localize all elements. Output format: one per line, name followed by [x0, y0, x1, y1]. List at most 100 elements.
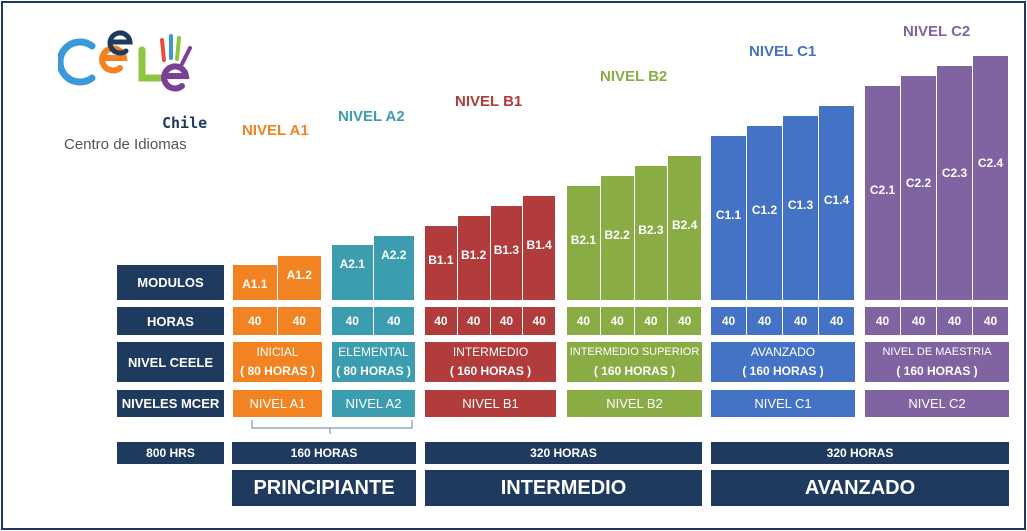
module-label: C2.2 — [905, 176, 932, 190]
nivel-ceele-hours: ( 160 HORAS ) — [742, 364, 824, 378]
module-label: A2.2 — [381, 248, 407, 262]
nivel-mcer-nivel-a2: NIVEL A2 — [332, 390, 415, 417]
hours-cell: 40 — [490, 307, 524, 335]
module-bar: A2.2 — [373, 236, 415, 300]
group-hours-intermedio: 320 HORAS — [425, 442, 702, 464]
level-title-nivel-b2: NIVEL B2 — [600, 68, 668, 85]
module-bar: B1.3 — [490, 206, 524, 300]
level-title-nivel-a2: NIVEL A2 — [338, 108, 405, 125]
group-name-avanzado: AVANZADO — [711, 470, 1009, 506]
module-bar: A2.1 — [332, 245, 374, 300]
hours-cell: 40 — [373, 307, 415, 335]
hours-cell: 40 — [567, 307, 601, 335]
nivel-mcer-nivel-b2: NIVEL B2 — [567, 390, 702, 417]
module-bar: C1.4 — [819, 106, 855, 300]
hours-cell: 40 — [819, 307, 855, 335]
module-label: C1.3 — [787, 198, 814, 212]
hours-cell: 40 — [523, 307, 556, 335]
module-bar: B2.2 — [600, 176, 635, 300]
nivel-ceele-hours: ( 160 HORAS ) — [449, 364, 532, 378]
nivel-ceele-hours: ( 160 HORAS ) — [593, 364, 676, 378]
group-name-principiante: PRINCIPIANTE — [232, 470, 416, 506]
module-bar: B1.4 — [523, 196, 556, 300]
module-label: B2.3 — [638, 223, 664, 237]
module-label: C2.3 — [941, 166, 968, 180]
hours-cell: 40 — [332, 307, 374, 335]
row-label-horas: HORAS — [117, 307, 224, 335]
nivel-ceele-hours: ( 160 HORAS ) — [896, 364, 978, 378]
module-bar: C2.3 — [937, 66, 973, 300]
nivel-ceele-nivel-b2: INTERMEDIO SUPERIOR ( 160 HORAS ) — [567, 342, 702, 382]
nivel-ceele-name: AVANZADO — [750, 345, 816, 359]
module-label: A2.1 — [339, 257, 365, 271]
module-label: C2.1 — [869, 183, 896, 197]
logo-tagline: Centro de Idiomas — [64, 136, 187, 153]
module-label: C1.1 — [715, 208, 742, 222]
module-bar: C1.3 — [783, 116, 819, 300]
group-hours-avanzado: 320 HORAS — [711, 442, 1009, 464]
hours-cell: 40 — [457, 307, 491, 335]
module-bar: C2.2 — [901, 76, 937, 300]
nivel-ceele-nivel-b1: INTERMEDIO ( 160 HORAS ) — [425, 342, 556, 382]
nivel-ceele-name: INICIAL — [256, 345, 299, 359]
module-label: C1.2 — [751, 203, 778, 217]
nivel-ceele-name: ELEMENTAL — [338, 345, 409, 359]
hours-cell: 40 — [711, 307, 747, 335]
row-label-nivel-ceele: NIVEL CEELE — [117, 342, 224, 382]
module-bar: B2.3 — [634, 166, 669, 300]
module-bar: B1.2 — [457, 216, 491, 300]
group-hours-principiante: 160 HORAS — [232, 442, 416, 464]
module-bar: A1.2 — [277, 256, 322, 300]
nivel-mcer-nivel-c2: NIVEL C2 — [865, 390, 1009, 417]
module-bar: C1.2 — [747, 126, 783, 300]
hours-cell: 40 — [600, 307, 635, 335]
nivel-mcer-nivel-c1: NIVEL C1 — [711, 390, 855, 417]
module-label: A1.1 — [242, 277, 268, 291]
nivel-ceele-hours: ( 80 HORAS ) — [336, 364, 411, 378]
module-bar: C1.1 — [711, 136, 747, 300]
level-title-nivel-c2: NIVEL C2 — [903, 23, 971, 40]
nivel-ceele-nivel-c2: NIVEL DE MAESTRIA ( 160 HORAS ) — [865, 342, 1009, 382]
row-label-modulos: MODULOS — [117, 265, 224, 300]
logo-mark — [56, 30, 192, 92]
row-label-total-hours: 800 HRS — [117, 442, 224, 464]
module-label: B1.2 — [460, 248, 487, 262]
module-label: A1.2 — [286, 268, 312, 282]
module-label: B2.2 — [604, 228, 630, 242]
logo: Chile Centro de Idiomas — [56, 28, 218, 158]
hours-cell: 40 — [865, 307, 901, 335]
module-label: C2.4 — [977, 156, 1004, 170]
nivel-mcer-nivel-a1: NIVEL A1 — [233, 390, 322, 417]
bracket — [251, 420, 413, 434]
nivel-mcer-nivel-b1: NIVEL B1 — [425, 390, 556, 417]
hours-cell: 40 — [634, 307, 669, 335]
module-label: B1.1 — [428, 253, 454, 267]
level-title-nivel-b1: NIVEL B1 — [455, 93, 523, 110]
nivel-ceele-name: INTERMEDIO SUPERIOR — [569, 346, 700, 358]
module-bar: B2.1 — [567, 186, 601, 300]
hours-cell: 40 — [901, 307, 937, 335]
hours-cell: 40 — [747, 307, 783, 335]
nivel-ceele-name: INTERMEDIO — [452, 345, 529, 359]
hours-cell: 40 — [233, 307, 278, 335]
module-bar: B2.4 — [668, 156, 702, 300]
module-label: B1.3 — [493, 243, 520, 257]
row-label-niveles-mcer: NIVELES MCER — [117, 390, 224, 417]
hours-cell: 40 — [425, 307, 458, 335]
level-title-nivel-c1: NIVEL C1 — [749, 43, 817, 60]
nivel-ceele-nivel-a2: ELEMENTAL ( 80 HORAS ) — [332, 342, 415, 382]
logo-country: Chile — [162, 114, 208, 132]
hours-cell: 40 — [783, 307, 819, 335]
nivel-ceele-nivel-c1: AVANZADO ( 160 HORAS ) — [711, 342, 855, 382]
module-label: B1.4 — [526, 238, 552, 252]
hours-cell: 40 — [937, 307, 973, 335]
module-label: C1.4 — [823, 193, 850, 207]
hours-cell: 40 — [973, 307, 1009, 335]
module-bar: A1.1 — [233, 265, 278, 300]
module-label: B2.4 — [671, 218, 698, 232]
module-bar: C2.1 — [865, 86, 901, 300]
hours-cell: 40 — [668, 307, 702, 335]
module-bar: B1.1 — [425, 226, 458, 300]
hours-cell: 40 — [277, 307, 322, 335]
module-bar: C2.4 — [973, 56, 1009, 300]
